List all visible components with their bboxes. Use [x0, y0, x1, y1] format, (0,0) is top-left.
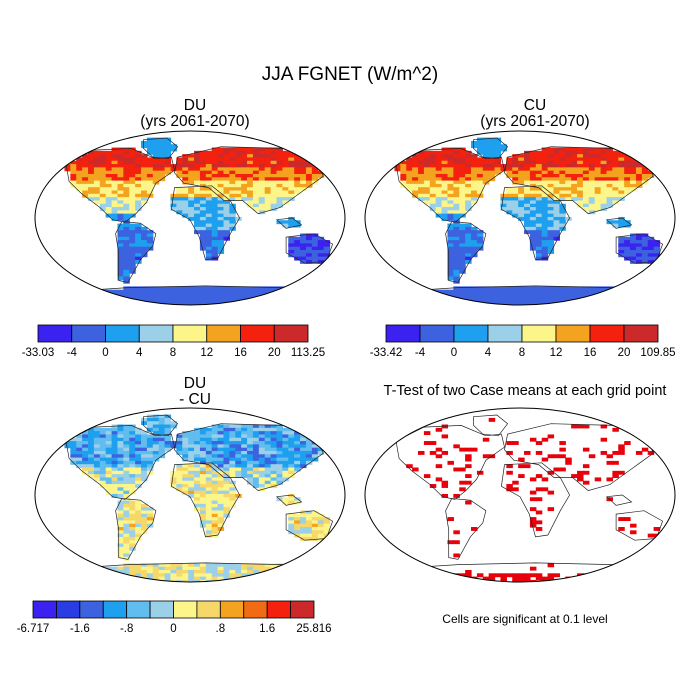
colorbar-swatch — [290, 600, 315, 619]
panel-title-diff: DU - CU — [40, 376, 350, 408]
colorbar-swatch — [37, 324, 73, 343]
colorbar-tick-label: 109.85 — [640, 347, 675, 359]
colorbar-tick-label: 4 — [485, 347, 492, 359]
map-border-ttest — [364, 407, 676, 583]
colorbar-swatch — [32, 600, 57, 619]
colorbar-tick-label: 113.25 — [291, 347, 325, 359]
colorbar-tick-label: -33.03 — [22, 347, 55, 359]
colorbar-diff: -6.717 -1.6 -.8 0 .8 1.6 25.816 — [17, 600, 332, 635]
colorbar-swatch — [71, 324, 106, 343]
colorbar-swatch — [126, 600, 151, 619]
panel-title-diff-line1: DU — [183, 375, 207, 392]
colorbar-swatch — [555, 324, 591, 343]
colorbar-swatch — [240, 324, 275, 343]
colorbar-swatch — [219, 600, 245, 619]
colorbar-du: -33.03 -4 0 4 8 12 16 20 113.25 — [22, 324, 325, 359]
coastlines-ttest — [377, 414, 664, 582]
colorbar-tick-label: .8 — [216, 623, 226, 635]
colorbar-tick-label: -6.717 — [17, 623, 50, 635]
colorbar-tick-label: 0 — [170, 623, 176, 635]
colorbar-swatch — [173, 600, 198, 619]
colorbar-swatch — [385, 324, 421, 343]
panel-title-cu-line1: CU — [523, 97, 547, 114]
colorbar-swatch — [419, 324, 455, 343]
colorbar-tick-label: -4 — [67, 347, 78, 359]
colorbar-tick-label: -.8 — [120, 623, 133, 635]
colorbar-tick-label: -1.6 — [70, 623, 90, 635]
colorbar-tick-label: 16 — [584, 347, 597, 359]
colorbar-swatch — [56, 600, 81, 619]
panel-title-ttest: T-Test of two Case means at each grid po… — [350, 383, 700, 399]
colorbar-swatch — [521, 324, 557, 343]
map-panel-du — [34, 130, 346, 306]
colorbar-swatch — [102, 600, 128, 619]
colorbar-swatch — [266, 600, 291, 619]
colorbar-tick-label: 20 — [618, 347, 631, 359]
colorbar-tick-label: 0 — [102, 347, 108, 359]
map-cells-ttest — [400, 417, 661, 582]
panel-title-ttest-line1: T-Test of two Case means at each grid po… — [383, 383, 667, 399]
colorbar-swatch — [138, 324, 174, 343]
map-cells-cu — [382, 137, 661, 305]
colorbar-tick-label: 20 — [268, 347, 281, 359]
figure-title: JJA FGNET (W/m^2) — [261, 64, 439, 85]
colorbar-swatch — [172, 324, 208, 343]
colorbar-swatch — [149, 600, 174, 619]
map-panel-cu — [364, 130, 676, 306]
map-border-diff — [34, 407, 346, 583]
colorbar-tick-label: 8 — [519, 347, 525, 359]
panel-title-cu-line2: (yrs 2061-2070) — [480, 113, 590, 130]
colorbar-swatch — [487, 324, 523, 343]
map-border-cu — [364, 130, 676, 306]
colorbar-swatch — [79, 600, 104, 619]
colorbar-swatch — [623, 324, 659, 343]
panel-title-cu: CU (yrs 2061-2070) — [370, 98, 700, 130]
map-panel-diff — [34, 407, 346, 583]
colorbar-swatch — [206, 324, 241, 343]
colorbar-tick-label: 12 — [200, 347, 213, 359]
colorbar-tick-label: 0 — [451, 347, 457, 359]
colorbar-tick-label: 25.816 — [296, 623, 331, 635]
colorbar-tick-label: 1.6 — [259, 623, 275, 635]
colorbar-cu: -33.42 -4 0 4 8 12 16 20 109.85 — [370, 324, 676, 359]
colorbar-tick-label: 4 — [136, 347, 143, 359]
map-border-du — [34, 130, 346, 306]
map-cells-du — [52, 137, 331, 305]
panel-title-du-line1: DU — [183, 97, 207, 114]
colorbar-swatch — [589, 324, 625, 343]
colorbar-tick-label: 16 — [234, 347, 247, 359]
colorbar-tick-label: -33.42 — [370, 347, 403, 359]
colorbar-swatch — [105, 324, 140, 343]
panel-title-du-line2: (yrs 2061-2070) — [140, 113, 250, 130]
map-panel-ttest — [364, 407, 676, 583]
colorbar-swatch — [243, 600, 268, 619]
colorbar-tick-label: 8 — [170, 347, 176, 359]
panel-title-du: DU (yrs 2061-2070) — [40, 98, 350, 130]
colorbar-swatch — [196, 600, 221, 619]
colorbar-swatch — [273, 324, 309, 343]
panel-title-diff-line2: - CU — [179, 391, 211, 408]
colorbar-tick-label: -4 — [415, 347, 426, 359]
significance-note: Cells are significant at 0.1 level — [442, 612, 608, 626]
colorbar-tick-label: 12 — [550, 347, 563, 359]
colorbar-swatch — [453, 324, 489, 343]
